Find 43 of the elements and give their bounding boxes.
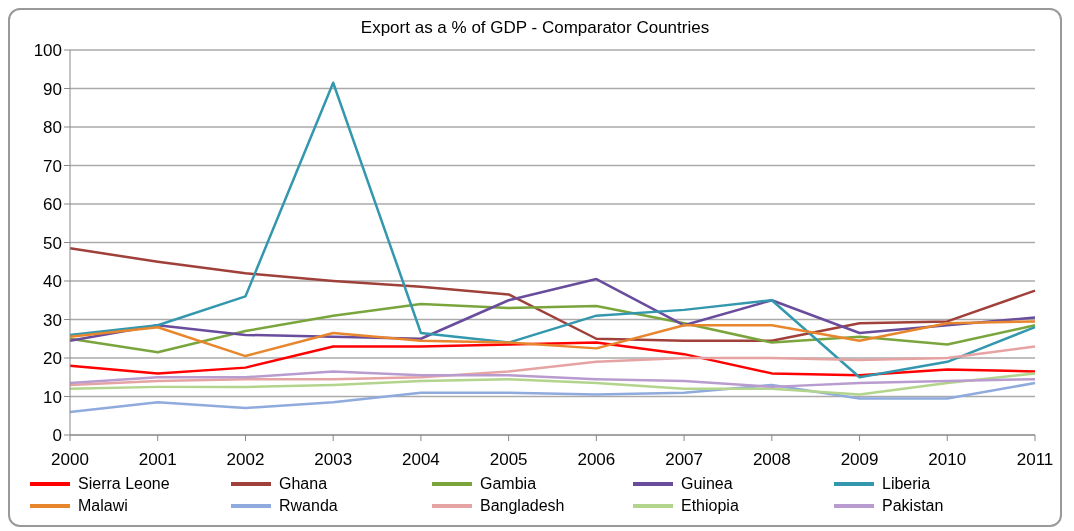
chart-title: Export as a % of GDP - Comparator Countries (359, 17, 711, 39)
legend-label: Ethiopia (681, 497, 739, 515)
y-tick-label: 10 (43, 387, 62, 407)
legend-label: Sierra Leone (78, 475, 170, 493)
line-series (68, 320, 1037, 358)
line-series (68, 372, 1037, 396)
y-tick-label: 20 (43, 349, 62, 369)
y-tick-label: 70 (43, 156, 62, 176)
legend-label: Gambia (480, 475, 537, 493)
x-tick-label: 2005 (489, 450, 528, 470)
line-series (68, 381, 1037, 414)
x-tick-label: 2008 (752, 450, 791, 470)
x-tick-label: 2009 (840, 450, 879, 470)
line-series (68, 341, 1037, 377)
x-tick-label: 2003 (314, 450, 353, 470)
x-tick-label: 2007 (665, 450, 703, 470)
legend-label: Ghana (279, 475, 328, 493)
y-tick-label: 50 (43, 233, 62, 253)
y-tick-label: 60 (43, 195, 62, 215)
x-tick-label: 2010 (928, 450, 967, 470)
line-series (68, 370, 1037, 389)
y-tick-label: 90 (43, 79, 62, 99)
legend-label: Guinea (681, 475, 733, 493)
legend-label: Bangladesh (480, 497, 565, 515)
x-tick-label: 2001 (138, 450, 177, 470)
line-series (68, 345, 1037, 387)
y-tick-label: 40 (43, 272, 62, 292)
y-tick-label: 0 (52, 426, 62, 446)
x-tick-label: 2011 (1016, 450, 1054, 470)
y-tick-label: 30 (43, 310, 62, 330)
x-tick-label: 2000 (51, 450, 89, 470)
line-series (68, 247, 1037, 342)
x-tick-label: 2006 (577, 450, 616, 470)
line-series (68, 302, 1037, 354)
y-tick-label: 80 (43, 118, 62, 138)
y-tick-label: 100 (33, 41, 62, 61)
x-tick-label: 2004 (402, 450, 440, 470)
legend-label: Liberia (882, 475, 931, 493)
legend-label: Malawi (78, 497, 128, 515)
line-series (68, 81, 1037, 379)
legend-label: Rwanda (279, 497, 338, 515)
legend-label: Pakistan (882, 497, 944, 515)
x-tick-label: 2002 (226, 450, 265, 470)
